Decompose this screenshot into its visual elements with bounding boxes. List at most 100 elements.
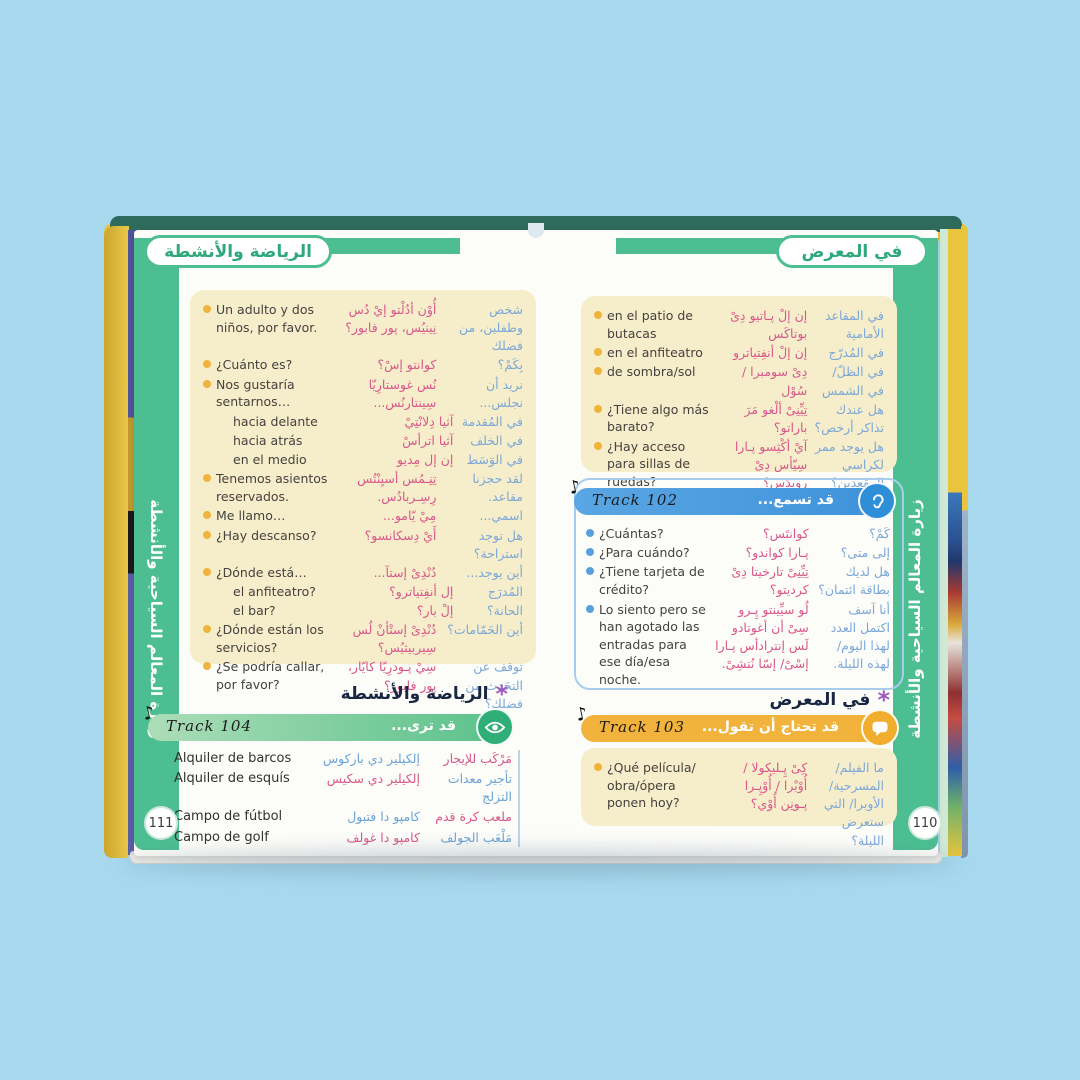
book-right-inner-edge xyxy=(940,229,948,857)
phrase-row: hacia atrás آثيا اترأسْ في الخلف xyxy=(203,432,523,450)
book-right-page-edges xyxy=(948,229,962,856)
phrase-row: Nos gustaría sentarnos… نُس غوستارِيّا سِ… xyxy=(203,376,523,412)
spanish-text: ¿Tiene algo más barato? xyxy=(594,401,711,436)
track-104-bar: ♪ Track 104 قد ترى... xyxy=(141,702,514,746)
arabic-text: كَمْ؟ xyxy=(869,526,890,541)
left-header-label: الرياضة والأنشطة xyxy=(164,241,312,262)
transliteration-text: دُنْدِىْ إستآ... xyxy=(373,564,437,580)
vocab-rule xyxy=(518,750,520,847)
vocab-row: Alquiler de barcos إلكيلير دي باركوس مَرْك… xyxy=(174,750,512,768)
arabic-text: مَرْكَب للإيجار xyxy=(443,751,512,766)
bullet-dot xyxy=(203,360,211,369)
left-vocab-table: Alquiler de barcos إلكيلير دي باركوس مَرْك… xyxy=(174,748,520,849)
transliteration-text: پـارا كواندو؟ xyxy=(745,545,809,561)
transliteration-text: لُو سيِّينتو پِـرو سِىْ أن أغوتادو لَس إ… xyxy=(715,601,809,671)
transliteration-text: مِيْ يّامو... xyxy=(382,508,437,524)
transliteration-text: إلكيلير دي سكيس xyxy=(326,771,420,787)
spanish-text: ¿Dónde están los servicios? xyxy=(203,621,331,656)
spanish-text: ¿Hay acceso para sillas de ruedas? xyxy=(594,438,711,491)
bullet-dot xyxy=(203,625,211,634)
arabic-text: هل عندك تذاكر أرخص؟ xyxy=(814,401,884,435)
left-section-heading: * الرياضة والأنشطة xyxy=(341,682,508,706)
spanish-text: ¿Hay descanso? xyxy=(203,527,331,545)
phrase-row: Un adulto y dos niños, por favor. أُوْن أ… xyxy=(203,301,523,355)
spanish-text: ¿Cuántas? xyxy=(586,525,708,543)
phrase-row: Me llamo… مِيْ يّامو... اسمي... xyxy=(203,507,523,525)
transliteration-text: إن إلْ أنفِتياترو xyxy=(733,345,808,361)
spanish-text: hacia delante xyxy=(233,413,318,429)
arabic-text: اسمي... xyxy=(479,508,523,524)
arabic-text: توقف عن التحَدث من فضلك؟ xyxy=(465,659,523,711)
transliteration-text: إلْ بار؟ xyxy=(416,603,454,618)
right-page-header: في المعرض xyxy=(776,235,928,268)
spanish-text: Tenemos asientos reservados. xyxy=(203,470,331,505)
arabic-text: نريد أن نجلس... xyxy=(479,376,523,410)
arabic-text: أنا آسف اكتمل العدد لهذا اليوم/ لهذه الل… xyxy=(830,601,890,671)
spanish-text: el bar? xyxy=(233,603,276,618)
phrase-row: en el medio إن إل مِديو في الوَسَط xyxy=(203,451,523,469)
listen-row: ¿Para cuándo? پـارا كواندو؟ إلى متى؟ xyxy=(586,544,890,562)
spanish-text: el anfiteatro? xyxy=(233,583,316,599)
transliteration-text: كِىْ پِـليكولا / أُوْبْرا / أُوْپِـرا پـ… xyxy=(743,760,808,812)
transliteration-text: إن إلْ پـاتيو دِىْ بوتاكَس xyxy=(730,308,808,342)
music-note-icon: ♪ xyxy=(566,476,583,499)
book-left-page-edges xyxy=(128,230,137,855)
spanish-text: ¿Cuánto es? xyxy=(203,356,331,374)
track-102-label: Track 102 xyxy=(592,491,679,509)
transliteration-text: آثيا دِلانْتِيْ xyxy=(404,413,454,429)
left-page-green-sidebar xyxy=(134,238,179,850)
spanish-text: de sombra/sol xyxy=(594,363,711,381)
phrase-row: en el anfiteatro إن إلْ أنفِتياترو في المُ… xyxy=(594,344,884,362)
transliteration-text: أُوْن أدُلْتو إيْ دُس نِينيُس، پور فابور… xyxy=(345,302,437,336)
bullet-dot xyxy=(594,441,602,450)
book-right-cover-edge xyxy=(961,226,968,858)
transliteration-text: تِنِـمُس أسيِنْتُس رِسِـربادُس. xyxy=(357,471,437,505)
bullet-dot xyxy=(203,379,211,388)
right-page-green-sidebar xyxy=(893,238,938,850)
transliteration-text: كامپو دا غولف xyxy=(346,829,420,845)
asterisk-icon: * xyxy=(877,686,890,714)
spanish-text: Nos gustaría sentarnos… xyxy=(203,376,331,411)
transliteration-text: دِىْ سومبرا / سُوْل xyxy=(742,364,808,398)
vocab-row: Alquiler de esquís إلكيلير دي سكيس تأجير م… xyxy=(174,770,512,806)
arabic-text: بِكَمْ؟ xyxy=(497,357,523,373)
phrase-row: ¿Dónde está… دُنْدِىْ إستآ... أين يوجد... xyxy=(203,564,523,582)
listen-row: Lo siento pero se han agotado las entrad… xyxy=(586,601,890,689)
left-vocab-list: Alquiler de barcos إلكيلير دي باركوس مَرْك… xyxy=(174,750,512,847)
phrase-row: Tenemos asientos reservados. تِنِـمُس أسي… xyxy=(203,470,523,506)
listen-row: ¿Cuántas? كوانتَس؟ كَمْ؟ xyxy=(586,525,890,543)
bullet-dot xyxy=(594,404,602,413)
left-phrase-list: Un adulto y dos niños, por favor. أُوْن أ… xyxy=(203,301,523,713)
phrase-row: ¿Se podría callar, por favor? سِيْ پـودرِ… xyxy=(203,658,523,712)
listen-box: ♪ Track 102 قد تسمع... ¿Cuántas? كوانتَس؟… xyxy=(567,476,904,690)
transliteration-text: كوانتَس؟ xyxy=(762,526,809,541)
spanish-text: ¿Para cuándo? xyxy=(586,544,708,562)
spanish-text: ¿Se podría callar, por favor? xyxy=(203,658,331,693)
phrase-row: ¿Tiene algo más barato? تِيِّنِىْ ألْغو م… xyxy=(594,401,884,437)
see-prompt: قد ترى... xyxy=(391,718,456,734)
arabic-text: ما الفيلم/ المسرحية/ الأوبرا/ التي ستعرض… xyxy=(823,760,884,848)
bullet-dot xyxy=(203,662,211,671)
right-sidebar-vertical-text: زيارة المعالم السياحية والأنشطة xyxy=(906,499,924,739)
track-104-label: Track 104 xyxy=(166,717,253,735)
arabic-text: في المُدرّج xyxy=(828,345,884,361)
spanish-text: Me llamo… xyxy=(203,507,331,525)
music-note-icon: ♪ xyxy=(573,703,590,726)
spanish-text: ¿Dónde está… xyxy=(203,564,331,582)
book-left-cover-edge xyxy=(104,226,129,858)
listen-list: ¿Cuántas? كوانتَس؟ كَمْ؟ ¿Para cuándo? پـارا… xyxy=(586,524,890,689)
arabic-text: إلى متى؟ xyxy=(840,545,890,561)
spanish-text: en el patio de butacas xyxy=(594,307,711,342)
spine-notch xyxy=(528,223,544,238)
phrase-row: ¿Dónde están los servicios? دُنْدِىْ إستْ… xyxy=(203,621,523,657)
arabic-text: شخص وطفلين، من فضلك xyxy=(459,302,523,354)
transliteration-text: تِيِّنِىْ تارخيتا دِىْ كرديتو؟ xyxy=(731,564,809,598)
page-number-110: 110 xyxy=(908,806,942,840)
spanish-text: Alquiler de barcos xyxy=(174,751,292,766)
arabic-text: الحانة؟ xyxy=(487,603,523,618)
bullet-dot xyxy=(586,529,594,537)
track-103-bar: ♪ Track 103 قد تحتاج أن تقول... xyxy=(574,703,899,747)
right-phrase-panel: en el patio de butacas إن إلْ پـاتيو دِىْ… xyxy=(581,296,897,490)
eye-icon xyxy=(476,708,514,746)
spanish-text: ¿Qué película/ obra/ópera ponen hoy? xyxy=(594,759,711,812)
